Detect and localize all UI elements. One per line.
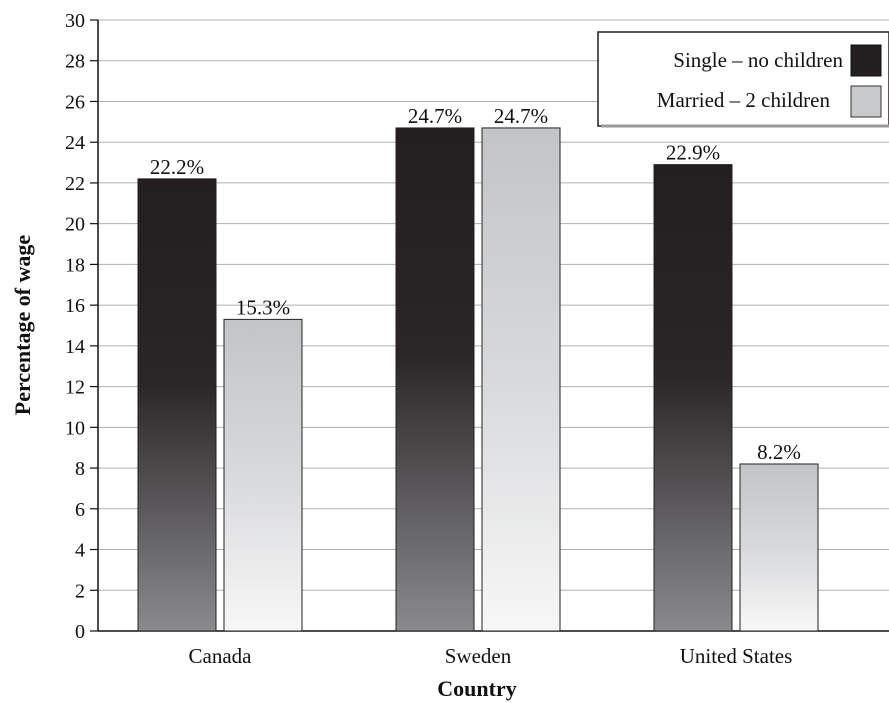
data-labels: 22.2% 15.3% 24.7% 24.7% 22.9% 8.2% — [150, 104, 801, 464]
y-tick-label: 4 — [75, 540, 85, 562]
bar-single-united-states — [653, 164, 733, 632]
y-tick-label: 24 — [65, 132, 85, 154]
legend-swatch-single — [850, 44, 882, 77]
x-axis-title: Country — [437, 676, 516, 701]
legend: Single – no children Married – 2 childre… — [597, 31, 889, 128]
legend-box — [597, 31, 889, 127]
x-tick-label: United States — [680, 644, 793, 668]
bars — [137, 127, 819, 632]
data-label: 24.7% — [408, 104, 462, 128]
data-label: 15.3% — [236, 295, 290, 319]
y-tick-label: 30 — [65, 10, 85, 32]
y-tick-label: 20 — [65, 214, 85, 236]
data-label: 22.9% — [666, 141, 720, 165]
legend-swatch-married — [850, 85, 882, 118]
legend-label-married: Married – 2 children — [657, 88, 831, 112]
data-label: 24.7% — [494, 104, 548, 128]
bar-married-sweden — [481, 127, 561, 632]
y-tick-label: 2 — [75, 580, 85, 602]
legend-label-single: Single – no children — [673, 48, 843, 72]
y-tick-label: 8 — [75, 458, 85, 480]
y-tick-label: 26 — [65, 91, 85, 113]
bar-single-canada — [137, 178, 217, 632]
x-tick-label: Sweden — [445, 644, 512, 668]
y-tick-label: 18 — [65, 254, 85, 276]
y-tick-label: 0 — [75, 621, 85, 643]
y-tick-label: 10 — [65, 417, 85, 439]
y-tick-label: 28 — [65, 51, 85, 73]
bar-single-sweden — [395, 127, 475, 632]
bar-married-canada — [223, 318, 303, 632]
y-tick-label: 6 — [75, 499, 85, 521]
x-tick-label: Canada — [189, 644, 253, 668]
y-tick-label: 16 — [65, 295, 85, 317]
y-tick-label: 22 — [65, 173, 85, 195]
y-tick-label: 12 — [65, 377, 85, 399]
bar-married-united-states — [739, 463, 819, 632]
data-label: 8.2% — [757, 440, 801, 464]
data-label: 22.2% — [150, 155, 204, 179]
y-axis-title: Percentage of wage — [10, 235, 35, 416]
y-tick-label: 14 — [65, 336, 85, 358]
